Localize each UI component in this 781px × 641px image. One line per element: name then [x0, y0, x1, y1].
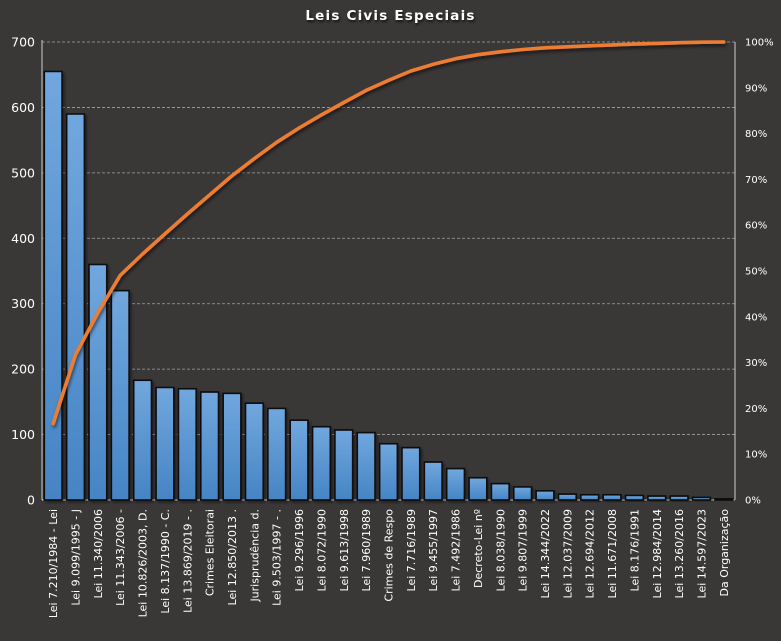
pct-axis-label: 90% [745, 83, 767, 94]
x-axis-label: Lei 7.210/1984 - Lei [47, 509, 60, 618]
x-axis-label: Lei 12.694/2012 [584, 509, 597, 598]
bar [535, 490, 555, 501]
x-axis-label: Lei 9.099/1995 - J [70, 509, 83, 606]
x-axis-label: Lei 14.344/2022 [539, 509, 552, 598]
y-axis-label: 400 [11, 231, 35, 246]
bar [378, 442, 399, 501]
x-axis-label: Lei 11.343/2006 - [114, 509, 127, 606]
x-axis-label: Lei 8.137/1990 - C. [159, 509, 172, 614]
y-axis-label: 600 [11, 100, 35, 115]
bar [177, 387, 197, 501]
bar [624, 494, 645, 501]
pct-axis-label: 60% [745, 221, 767, 232]
x-axis-label: Lei 12.850/2013 . [226, 509, 239, 605]
bar [490, 482, 510, 501]
bar [155, 386, 175, 501]
cumulative-line [51, 40, 726, 426]
chart-title: Leis Civis Especiais [305, 8, 476, 24]
bar [669, 495, 689, 501]
x-axis-label: Lei 7.960/1989 [360, 509, 373, 591]
pct-axis-label: 100% [745, 38, 774, 49]
bar [334, 429, 354, 501]
bar [423, 461, 443, 501]
y-axis-label: 700 [11, 35, 35, 50]
bar [602, 493, 622, 501]
y-axis-label: 500 [11, 165, 35, 180]
x-axis-label: Lei 9.296/1996 [293, 509, 306, 591]
y-axis-label: 200 [11, 362, 35, 377]
x-axis-label: Lei 9.807/1999 [517, 509, 530, 591]
x-axis-label: Lei 7.716/1989 [405, 509, 418, 591]
pct-axis-label: 70% [745, 175, 767, 186]
x-axis-label: Lei 13.260/2016 [673, 509, 686, 598]
x-axis-label: Lei 14.597/2023 [695, 509, 708, 598]
x-axis-label: Crimes Eleitorai [204, 509, 217, 596]
x-axis-label: Lei 11.671/2008 [606, 509, 619, 598]
x-axis-label: Lei 8.072/1990 [315, 509, 328, 591]
y-axis-label: 0 [27, 493, 35, 508]
x-axis-label: Lei 9.455/1997 [427, 509, 440, 591]
x-axis-label: Lei 10.826/2003, D. [137, 509, 150, 617]
pct-axis-label: 80% [745, 129, 767, 140]
pct-axis-label: 40% [745, 312, 767, 323]
bar [356, 431, 376, 501]
x-axis-label: Lei 8.176/1991 [628, 509, 641, 591]
bar [445, 467, 466, 501]
pct-axis-label: 10% [745, 450, 767, 461]
bar [289, 419, 309, 501]
x-axis-label: Da Organização [718, 509, 731, 597]
bar [132, 379, 153, 501]
x-axis-label: Crimes de Respo [383, 509, 396, 602]
bar [267, 407, 287, 501]
x-axis-label: Lei 9.613/1998 [338, 509, 351, 591]
x-axis-label: Lei 12.984/2014 [651, 509, 664, 598]
y-axis-label: 300 [11, 296, 35, 311]
x-axis-label: Lei 13.869/2019 - . [181, 509, 194, 613]
pct-axis-label: 30% [745, 358, 767, 369]
x-axis-label: Lei 12.037/2009 [561, 509, 574, 598]
x-axis-label: Lei 8.038/1990 [494, 509, 507, 591]
x-axis-label: Lei 11.340/2006 [92, 509, 105, 598]
bar [43, 70, 63, 501]
pct-axis-label: 0% [745, 496, 761, 507]
bar [222, 392, 242, 501]
bar [199, 391, 220, 501]
bar [311, 425, 332, 501]
pct-axis-label: 50% [745, 267, 767, 278]
x-axis-label: Lei 9.503/1997 - . [271, 509, 284, 606]
bar [512, 486, 533, 501]
bar [110, 289, 130, 501]
bar [691, 496, 712, 501]
bar [65, 113, 86, 501]
bar [468, 476, 488, 501]
x-axis-label: Jurisprudência d. [248, 509, 261, 603]
bar [714, 497, 734, 501]
pct-axis-label: 20% [745, 404, 767, 415]
bar [580, 493, 600, 501]
bar [557, 493, 578, 501]
bar [244, 402, 265, 501]
bar [647, 495, 667, 501]
x-axis-label: Decreto-Lei nº [472, 509, 485, 588]
x-axis-label: Lei 7.492/1986 [450, 509, 463, 591]
bar [401, 446, 421, 501]
y-axis-label: 100 [11, 427, 35, 442]
